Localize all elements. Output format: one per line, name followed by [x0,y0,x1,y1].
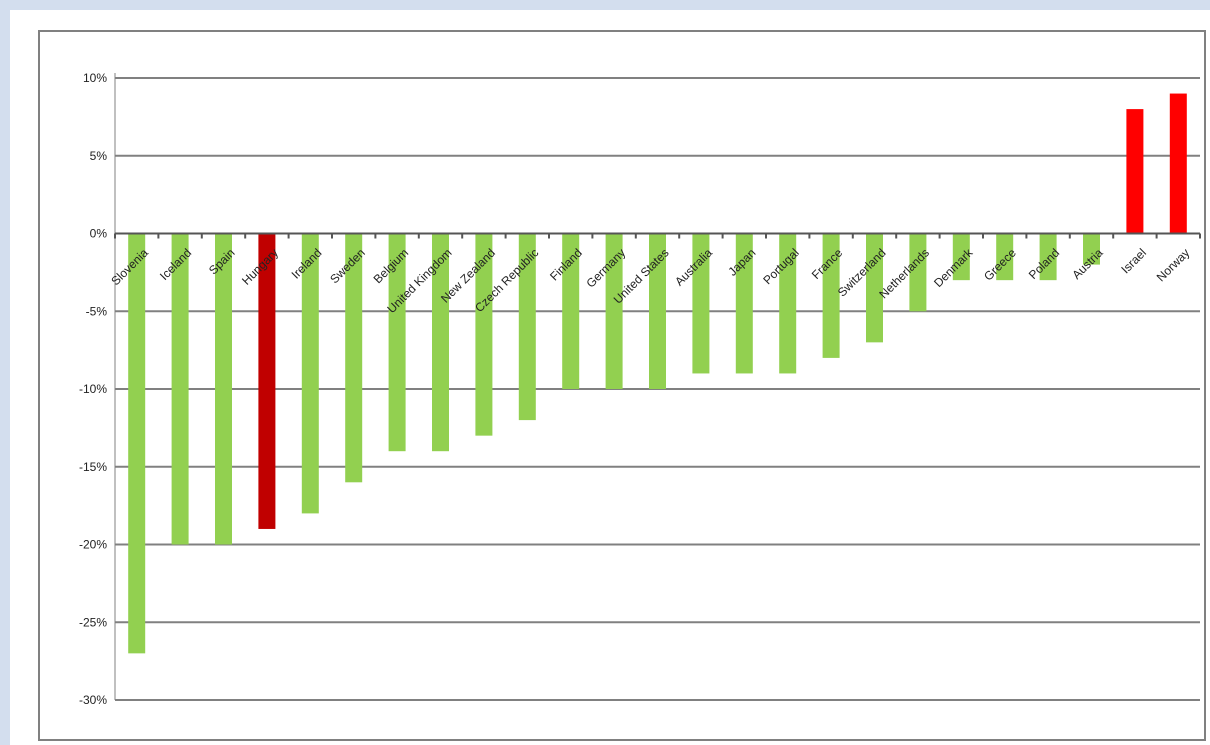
bar-netherlands [909,233,927,312]
bars [128,93,1187,654]
bar-israel [1126,109,1144,234]
bar-iceland [171,233,189,545]
bar-slovenia [128,233,146,654]
bar-chart: 10%5%0%-5%-10%-15%-20%-25%-30% Slovenia I… [38,30,1206,741]
bar-hungary [258,233,276,529]
y-tick-label: 5% [90,149,108,163]
bar-norway [1169,93,1187,234]
y-tick-label: -30% [79,693,107,707]
axis-lines [114,73,1201,700]
bar-denmark [952,233,970,281]
bar-portugal [779,233,797,374]
gridlines [115,77,1200,701]
y-tick-label: 0% [90,227,108,241]
bar-finland [562,233,580,389]
bar-sweden [345,233,363,483]
bar-france [822,233,840,358]
bar-greece [996,233,1014,281]
y-tick-label: -20% [79,538,107,552]
y-tick-label: 10% [83,71,107,85]
y-tick-label: -25% [79,615,107,629]
bar-czech-republic [518,233,536,421]
y-tick-label: -5% [86,304,108,318]
bar-japan [735,233,753,374]
bar-switzerland [866,233,883,343]
bar-australia [692,233,710,374]
bar-germany [605,233,623,389]
bar-ireland [301,233,319,514]
bar-spain [215,233,232,545]
chart-panel: 10% 5% 0% -5% -10% -15% -20% -25% -30% Slovenia I… [10,10,1210,745]
bar-united-kingdom [432,233,449,452]
bar-belgium [388,233,406,452]
bar-united-states [649,233,666,389]
y-tick-label: -10% [79,382,107,396]
bar-new-zealand [475,233,493,436]
y-axis-tick-labels: 10% 5% 0% -5% -10% -15% -20% -25% -30% [79,71,107,707]
bar-poland [1039,233,1057,281]
bar-austria [1083,233,1100,265]
y-tick-label: -15% [79,460,107,474]
